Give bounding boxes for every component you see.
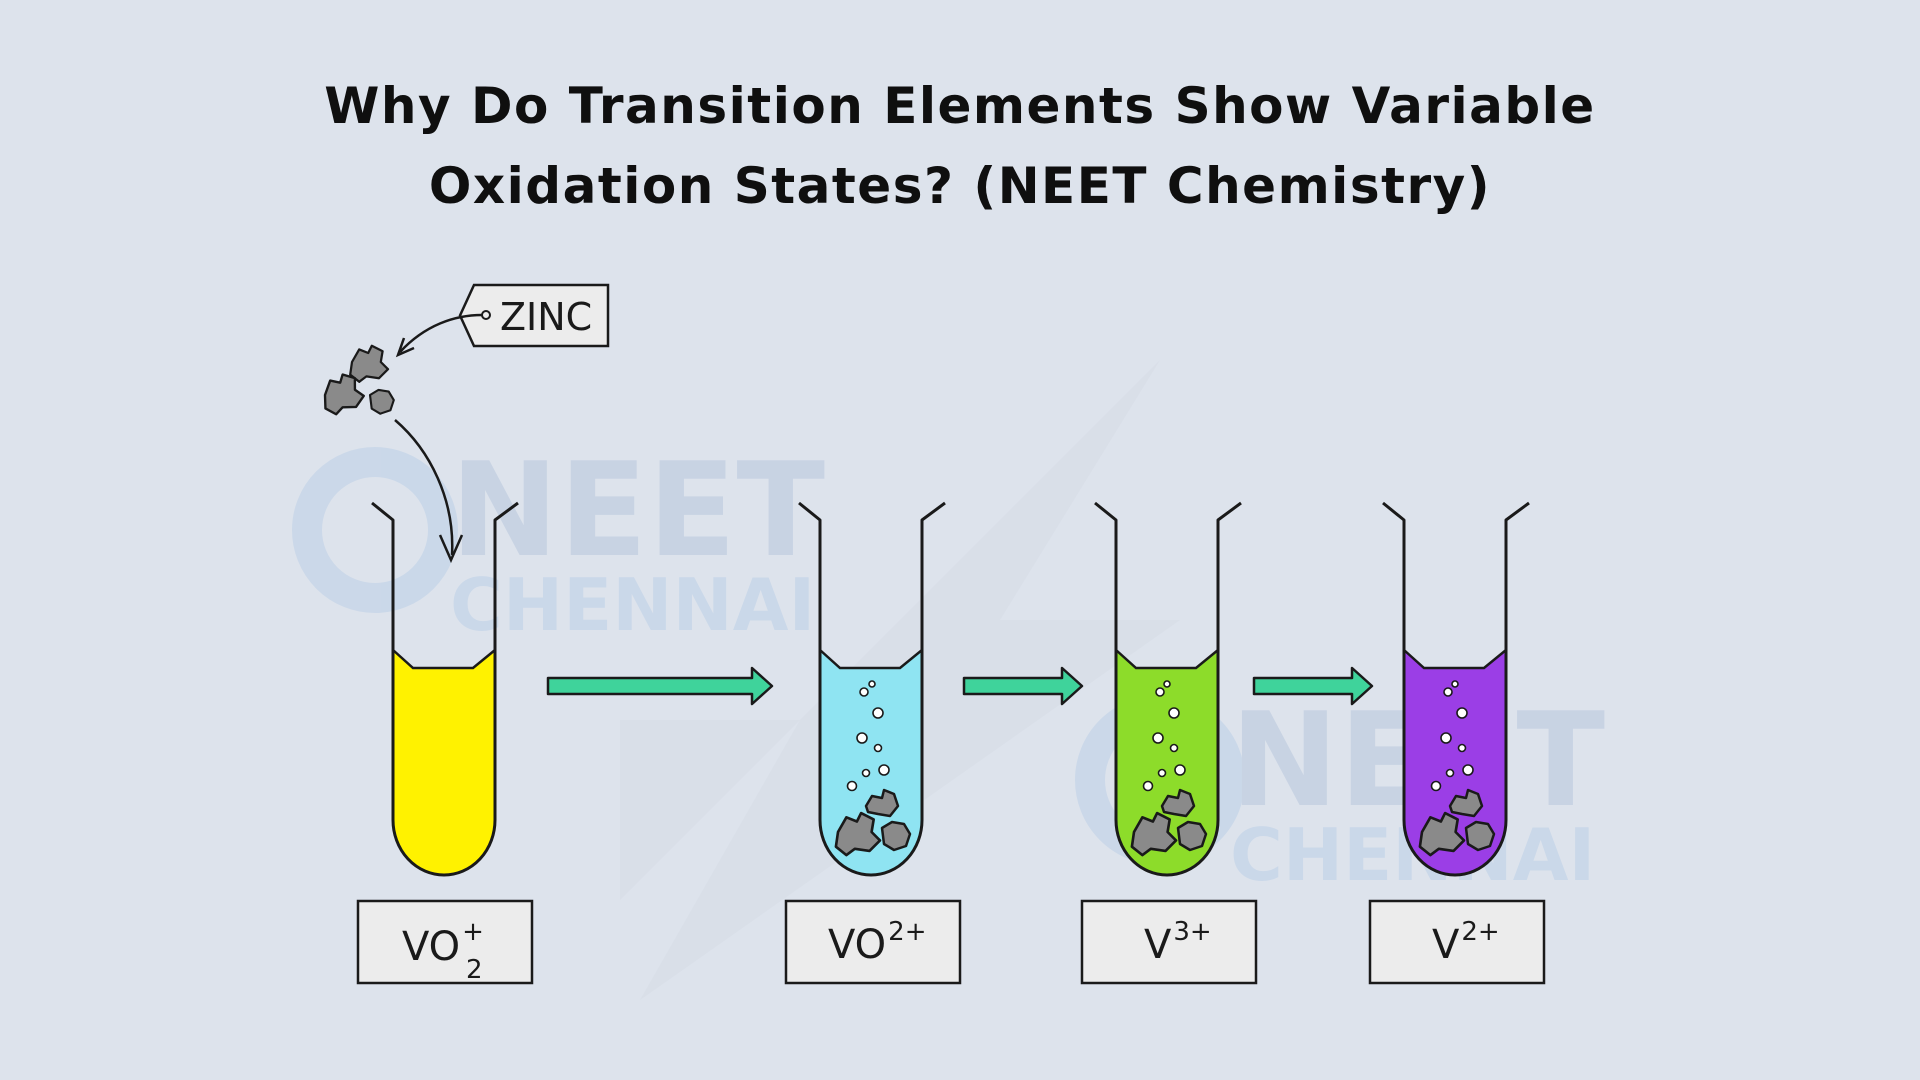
ion-label-4: V2+ xyxy=(1368,899,1546,985)
bubbles xyxy=(1430,680,1474,792)
ion-superscript: + xyxy=(462,917,484,947)
title-line-1: Why Do Transition Elements Show Variable xyxy=(324,77,1596,135)
zinc-drop-arrowhead xyxy=(438,534,464,564)
ion-superscript: 2+ xyxy=(888,917,926,947)
svg-text:VO2+: VO2+ xyxy=(828,917,926,968)
reaction-arrow-1 xyxy=(546,666,774,706)
svg-text:V3+: V3+ xyxy=(1144,917,1212,968)
title-line-2: Oxidation States? (NEET Chemistry) xyxy=(428,157,1492,215)
ion-label-2: VO2+ xyxy=(784,899,962,985)
watermark-word-chennai: CHENNAI xyxy=(450,563,815,647)
watermark-left: NEET CHENNAI xyxy=(292,434,825,647)
ion-label-1: VO+ 2 xyxy=(356,899,534,985)
ion-base: VO xyxy=(828,922,886,968)
ion-base: V xyxy=(1144,922,1172,968)
test-tube-1 xyxy=(371,501,519,877)
zinc-drop-arrow xyxy=(394,419,454,556)
reaction-arrow-3 xyxy=(1252,666,1374,706)
bubbles xyxy=(1142,680,1186,792)
page-title: Why Do Transition Elements Show Variable… xyxy=(0,66,1920,226)
solution-vo2-plus xyxy=(393,650,495,875)
svg-text:VO+2: VO+ 2 xyxy=(402,917,484,985)
ion-superscript: 3+ xyxy=(1173,917,1211,947)
zinc-tag-label: ZINC xyxy=(500,295,592,339)
ion-base: VO xyxy=(402,924,460,970)
falling-zinc-pieces xyxy=(318,344,395,418)
test-tube-2 xyxy=(798,501,946,877)
tag-pointer-arrow xyxy=(399,313,483,353)
ion-superscript: 2+ xyxy=(1461,917,1499,947)
reaction-arrow-2 xyxy=(962,666,1084,706)
test-tube-3 xyxy=(1094,501,1242,877)
svg-text:V2+: V2+ xyxy=(1432,917,1500,968)
zinc-tag: ZINC xyxy=(458,283,610,348)
watermark-word-neet: NEET xyxy=(450,434,825,586)
test-tube-4 xyxy=(1382,501,1530,877)
tag-pointer-arrowhead xyxy=(395,337,415,358)
ion-label-3: V3+ xyxy=(1080,899,1258,985)
bubbles xyxy=(846,680,890,792)
ion-base: V xyxy=(1432,922,1460,968)
ion-subscript: 2 xyxy=(466,955,483,985)
